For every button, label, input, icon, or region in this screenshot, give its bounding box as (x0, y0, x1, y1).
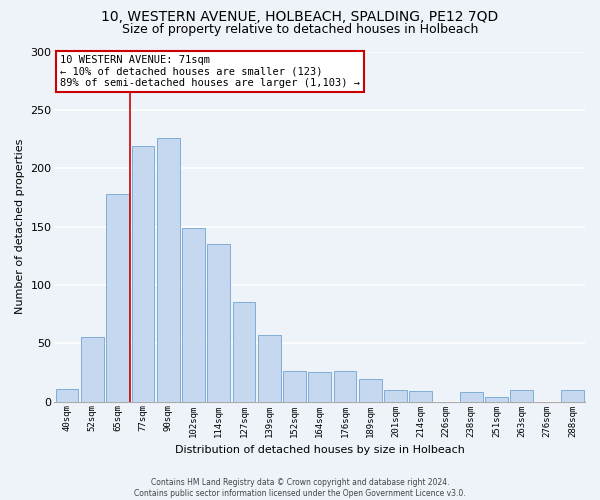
X-axis label: Distribution of detached houses by size in Holbeach: Distribution of detached houses by size … (175, 445, 464, 455)
Bar (511, 390, 533, 402)
Bar (258, 335, 281, 402)
Bar (561, 390, 584, 402)
Bar (106, 194, 129, 402)
Bar (334, 372, 356, 402)
Bar (81, 338, 104, 402)
Bar (182, 228, 205, 402)
Text: 10 WESTERN AVENUE: 71sqm
← 10% of detached houses are smaller (123)
89% of semi-: 10 WESTERN AVENUE: 71sqm ← 10% of detach… (60, 55, 360, 88)
Bar (131, 146, 154, 402)
Bar (308, 372, 331, 402)
Text: Contains HM Land Registry data © Crown copyright and database right 2024.
Contai: Contains HM Land Registry data © Crown c… (134, 478, 466, 498)
Bar (409, 391, 432, 402)
Y-axis label: Number of detached properties: Number of detached properties (15, 139, 25, 314)
Bar (359, 380, 382, 402)
Bar (485, 397, 508, 402)
Text: Size of property relative to detached houses in Holbeach: Size of property relative to detached ho… (122, 22, 478, 36)
Bar (233, 302, 256, 402)
Bar (283, 372, 306, 402)
Bar (157, 138, 179, 402)
Bar (208, 244, 230, 402)
Bar (460, 392, 482, 402)
Bar (56, 389, 79, 402)
Text: 10, WESTERN AVENUE, HOLBEACH, SPALDING, PE12 7QD: 10, WESTERN AVENUE, HOLBEACH, SPALDING, … (101, 10, 499, 24)
Bar (384, 390, 407, 402)
